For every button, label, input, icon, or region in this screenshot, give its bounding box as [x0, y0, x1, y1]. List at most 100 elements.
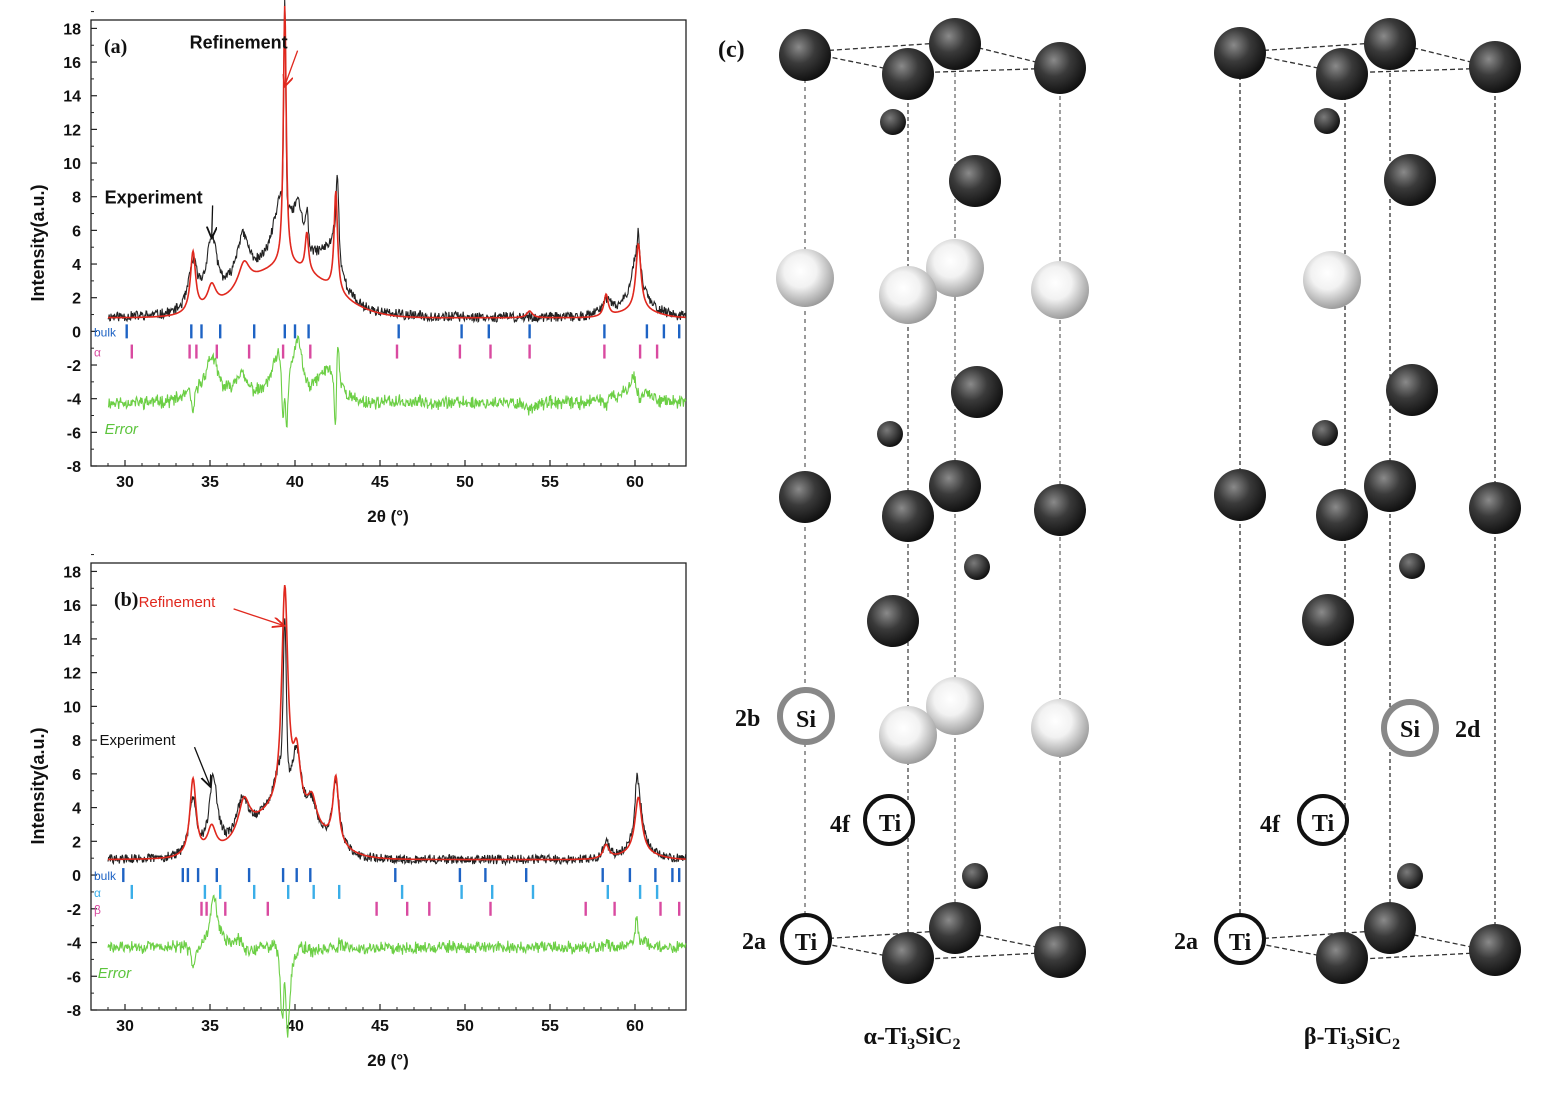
element-label-ti: Ti: [1312, 811, 1335, 837]
ti-atom: [1364, 902, 1416, 954]
refinement-curve: [108, 584, 686, 861]
chart-panel-b: (b) 2θ (°) Intensity(a.u.) 30 35 40 45 50 55 6…: [28, 554, 687, 1070]
y-tick-label: 12: [63, 122, 81, 139]
x-tick-label: 40: [286, 474, 304, 491]
y-tick-label: 2: [72, 834, 81, 851]
ti-atom: [779, 471, 831, 523]
panel-label: (c): [718, 37, 745, 63]
site-ring: [1381, 699, 1439, 757]
y-tick-label: 6: [72, 223, 81, 240]
annotation-refinement: Refinement: [139, 594, 217, 611]
ti-atom: [1364, 18, 1416, 70]
y-tick-label: 8: [72, 190, 81, 207]
y-tick-label: -6: [67, 969, 81, 986]
reflection-label: α: [94, 346, 101, 360]
reflection-label: β: [94, 903, 101, 917]
element-label-ti: Ti: [1229, 930, 1252, 956]
x-tick-label: 50: [456, 474, 474, 491]
x-tick-label: 50: [456, 1018, 474, 1035]
ti-atom: [1034, 42, 1086, 94]
ti-atom: [1034, 926, 1086, 978]
ti-atom: [1214, 469, 1266, 521]
y-tick-label: 14: [63, 89, 81, 106]
y-tick-label: 0: [72, 868, 81, 885]
x-tick-label: 35: [201, 1018, 219, 1035]
annotations: Refinement Experiment Error: [105, 33, 299, 438]
annotation-experiment: Experiment: [105, 187, 203, 207]
ti-atom: [1386, 364, 1438, 416]
ti-atom: [929, 902, 981, 954]
y-tick-label: -2: [67, 902, 81, 919]
ti-atom: [1364, 460, 1416, 512]
y-tick-label: 2: [72, 291, 81, 308]
unit-cell-alpha: [776, 18, 1089, 984]
axis-ticks: 30 35 40 45 50 55 60 -8 -6 -4 -2 0 2 4 6 8 10 12 14 16 18: [63, 11, 687, 491]
element-label-ti: Ti: [879, 811, 902, 837]
data-curves: [107, 0, 687, 428]
y-tick-label: 4: [72, 801, 81, 818]
y-tick-label: -8: [67, 1003, 81, 1020]
ti-atom: [1316, 489, 1368, 541]
si-atom: [879, 706, 937, 764]
x-tick-label: 60: [626, 1018, 644, 1035]
annotation-arrow: [233, 608, 284, 626]
y-tick-label: -4: [67, 936, 81, 953]
x-tick-label: 30: [116, 474, 134, 491]
ti-atom: [1469, 482, 1521, 534]
y-tick-label: 12: [63, 666, 81, 683]
ti-atom: [1302, 594, 1354, 646]
c-atom: [877, 421, 903, 447]
y-tick-label: 16: [63, 55, 81, 72]
ti-atom: [867, 595, 919, 647]
annotation-experiment: Experiment: [100, 732, 177, 749]
ti-atom: [1469, 924, 1521, 976]
x-tick-label: 55: [541, 1018, 559, 1035]
si-atom: [776, 249, 834, 307]
x-axis-label: 2θ (°): [367, 507, 409, 526]
unit-cell-beta: [1214, 18, 1521, 984]
ti-atom: [1214, 27, 1266, 79]
site-ring: [863, 794, 915, 846]
y-tick-label: 4: [72, 257, 81, 274]
data-curves: [107, 584, 687, 1038]
x-tick-label: 35: [201, 474, 219, 491]
reflection-markers: bulk α: [94, 324, 681, 360]
ti-atom: [1034, 484, 1086, 536]
ti-atom: [882, 490, 934, 542]
ti-atom: [929, 18, 981, 70]
ti-atom: [1384, 154, 1436, 206]
c-atom: [1399, 553, 1425, 579]
y-tick-label: -8: [67, 459, 81, 476]
x-tick-label: 30: [116, 1018, 134, 1035]
x-axis-label: 2θ (°): [367, 1051, 409, 1070]
x-tick-label: 60: [626, 474, 644, 491]
reflection-label: bulk: [94, 869, 117, 883]
reflection-markers: bulk αβ: [94, 868, 681, 917]
site-label-2a: 2a: [1174, 929, 1198, 955]
axis-ticks: 30 35 40 45 50 55 60 -8 -6 -4 -2 0 2 4 6 8 10 12 14 16 18: [63, 554, 687, 1035]
error-curve: [107, 894, 687, 1038]
c-atom: [962, 863, 988, 889]
y-axis-label: Intensity(a.u.): [28, 184, 48, 301]
annotation-arrow: [193, 746, 211, 785]
ti-atom: [949, 155, 1001, 207]
site-ring: [780, 913, 832, 965]
site-label-4f: 4f: [830, 812, 851, 838]
plot-frame: [90, 562, 687, 1011]
refinement-curve: [108, 5, 686, 319]
annotation-error: Error: [98, 965, 132, 982]
site-label-2d: 2d: [1455, 717, 1481, 743]
experiment-curve: [107, 618, 687, 867]
c-atom: [1314, 108, 1340, 134]
ti-atom: [1316, 932, 1368, 984]
y-tick-label: 0: [72, 324, 81, 341]
panel-label: (b): [114, 589, 138, 611]
site-ring: [777, 687, 835, 745]
si-atom: [1031, 261, 1089, 319]
annotation-error: Error: [105, 421, 139, 438]
plot-frame: [90, 19, 687, 467]
reflection-label: bulk: [94, 325, 117, 339]
y-tick-label: 6: [72, 767, 81, 784]
c-atom: [964, 554, 990, 580]
structure-title-alpha: α-Ti3SiC2: [864, 1024, 961, 1053]
